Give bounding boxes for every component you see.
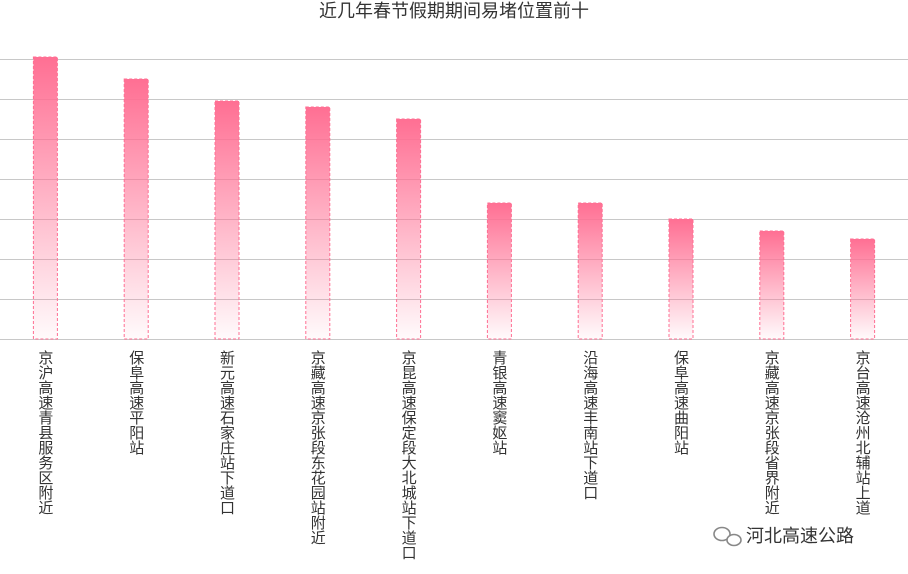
chart-title: 近几年春节假期期间易堵位置前十: [319, 1, 589, 22]
bar: [214, 100, 240, 340]
x-tick-label: 京沪高速青县服务区附近: [36, 350, 54, 515]
watermark: 河北高速公路: [713, 526, 854, 547]
x-tick-label: 京昆高速保定段大北城站下道口: [400, 350, 418, 560]
watermark-text: 河北高速公路: [746, 526, 854, 547]
x-tick-label: 京藏高速京张段省界附近: [763, 350, 781, 515]
bar: [759, 230, 785, 340]
x-tick-label: 保阜高速曲阳站: [672, 350, 690, 455]
bar: [396, 118, 422, 340]
bar: [850, 238, 876, 340]
x-tick-label: 沿海高速丰南站下道口: [581, 350, 599, 500]
x-tick-label: 保阜高速平阳站: [127, 350, 145, 455]
bar: [668, 218, 694, 340]
bar: [305, 106, 331, 340]
x-tick-label: 新元高速石家庄站下道口: [218, 350, 236, 515]
x-tick-label: 京藏高速京张段东花园站附近: [309, 350, 327, 545]
bar: [32, 56, 58, 340]
x-tick-label: 青银高速窦妪站: [490, 350, 508, 455]
bar: [123, 78, 149, 340]
bar: [577, 202, 603, 340]
x-tick-label: 京台高速沧州北辅站上道: [854, 350, 872, 515]
bar: [486, 202, 512, 340]
